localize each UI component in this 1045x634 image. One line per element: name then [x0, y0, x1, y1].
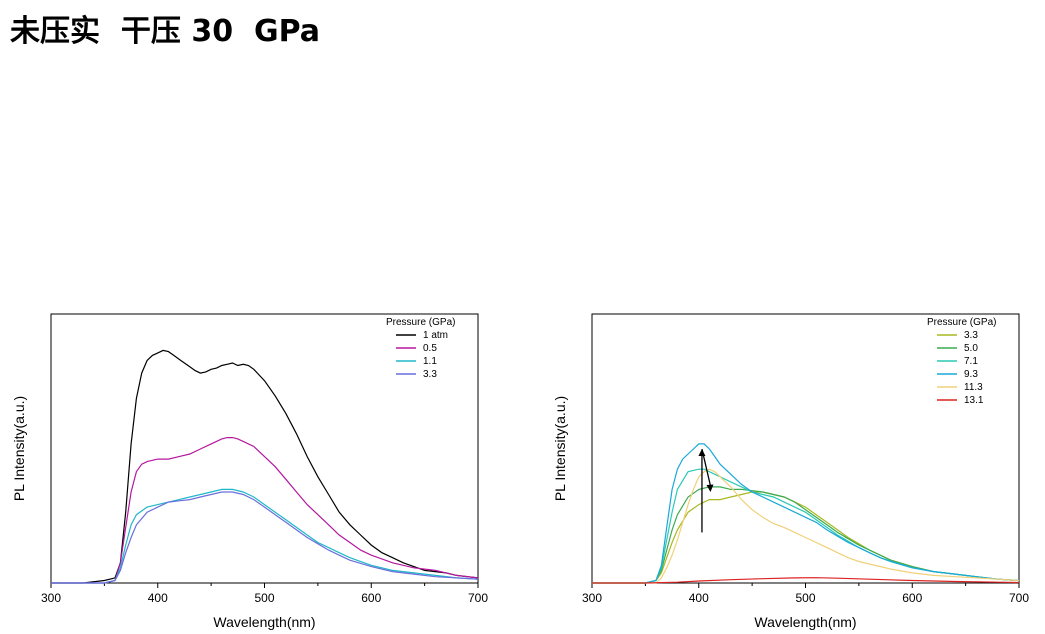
series-line-1-1: [51, 488, 479, 584]
series-line-11-3: [592, 468, 1020, 584]
legend-label: 1.1: [423, 356, 437, 367]
series-line-0-5: [51, 437, 479, 584]
x-axis-label: Wavelength(nm): [213, 614, 315, 630]
series-line-9-3: [592, 443, 1020, 584]
x-tick-label: 400: [689, 591, 709, 605]
x-axis-label: Wavelength(nm): [754, 614, 856, 630]
x-tick-label: 300: [41, 591, 61, 605]
y-axis-label: PL Intensity(a.u.): [11, 396, 27, 501]
legend-label: 1 atm: [423, 330, 448, 341]
page-title: 未压实 干压 30 GPa: [10, 14, 321, 49]
x-tick-label: 500: [795, 591, 815, 605]
x-tick-label: 600: [361, 591, 381, 605]
legend-label: 3.3: [423, 369, 437, 380]
plot-frame: [591, 313, 1020, 584]
x-tick-label: 700: [1009, 591, 1029, 605]
legend-title: Pressure (GPa): [927, 317, 996, 328]
legend-title: Pressure (GPa): [386, 317, 455, 328]
x-tick-label: 300: [582, 591, 602, 605]
x-tick-label: 600: [902, 591, 922, 605]
legend-label: 9.3: [964, 369, 978, 380]
annotation-arrow-down-head: [706, 484, 714, 492]
series-line-5-0: [592, 486, 1020, 584]
x-tick-label: 700: [468, 591, 488, 605]
legend-label: 0.5: [423, 343, 437, 354]
legend-label: 5.0: [964, 343, 978, 354]
x-tick-label: 500: [254, 591, 274, 605]
left-chart: 300 400 500 600 700 Wavelength(nm) PL Intensit…: [11, 313, 488, 630]
legend-label: 13.1: [964, 395, 984, 406]
x-tick-label: 400: [148, 591, 168, 605]
right-chart: 300 400 500 600 700 Wavelength(nm) PL Intensit…: [552, 313, 1029, 630]
legend-label: 7.1: [964, 356, 978, 367]
legend-label: 11.3: [964, 382, 983, 393]
series-line-3-3: [51, 491, 479, 584]
plot-frame: [50, 313, 479, 584]
annotation-arrow-down: [701, 448, 712, 487]
series-line-1-atm: [51, 349, 479, 584]
series-line-7-1: [592, 468, 1020, 584]
legend-label: 3.3: [964, 330, 978, 341]
series-line-13-1: [592, 577, 1020, 584]
y-axis-label: PL Intensity(a.u.): [552, 396, 568, 501]
